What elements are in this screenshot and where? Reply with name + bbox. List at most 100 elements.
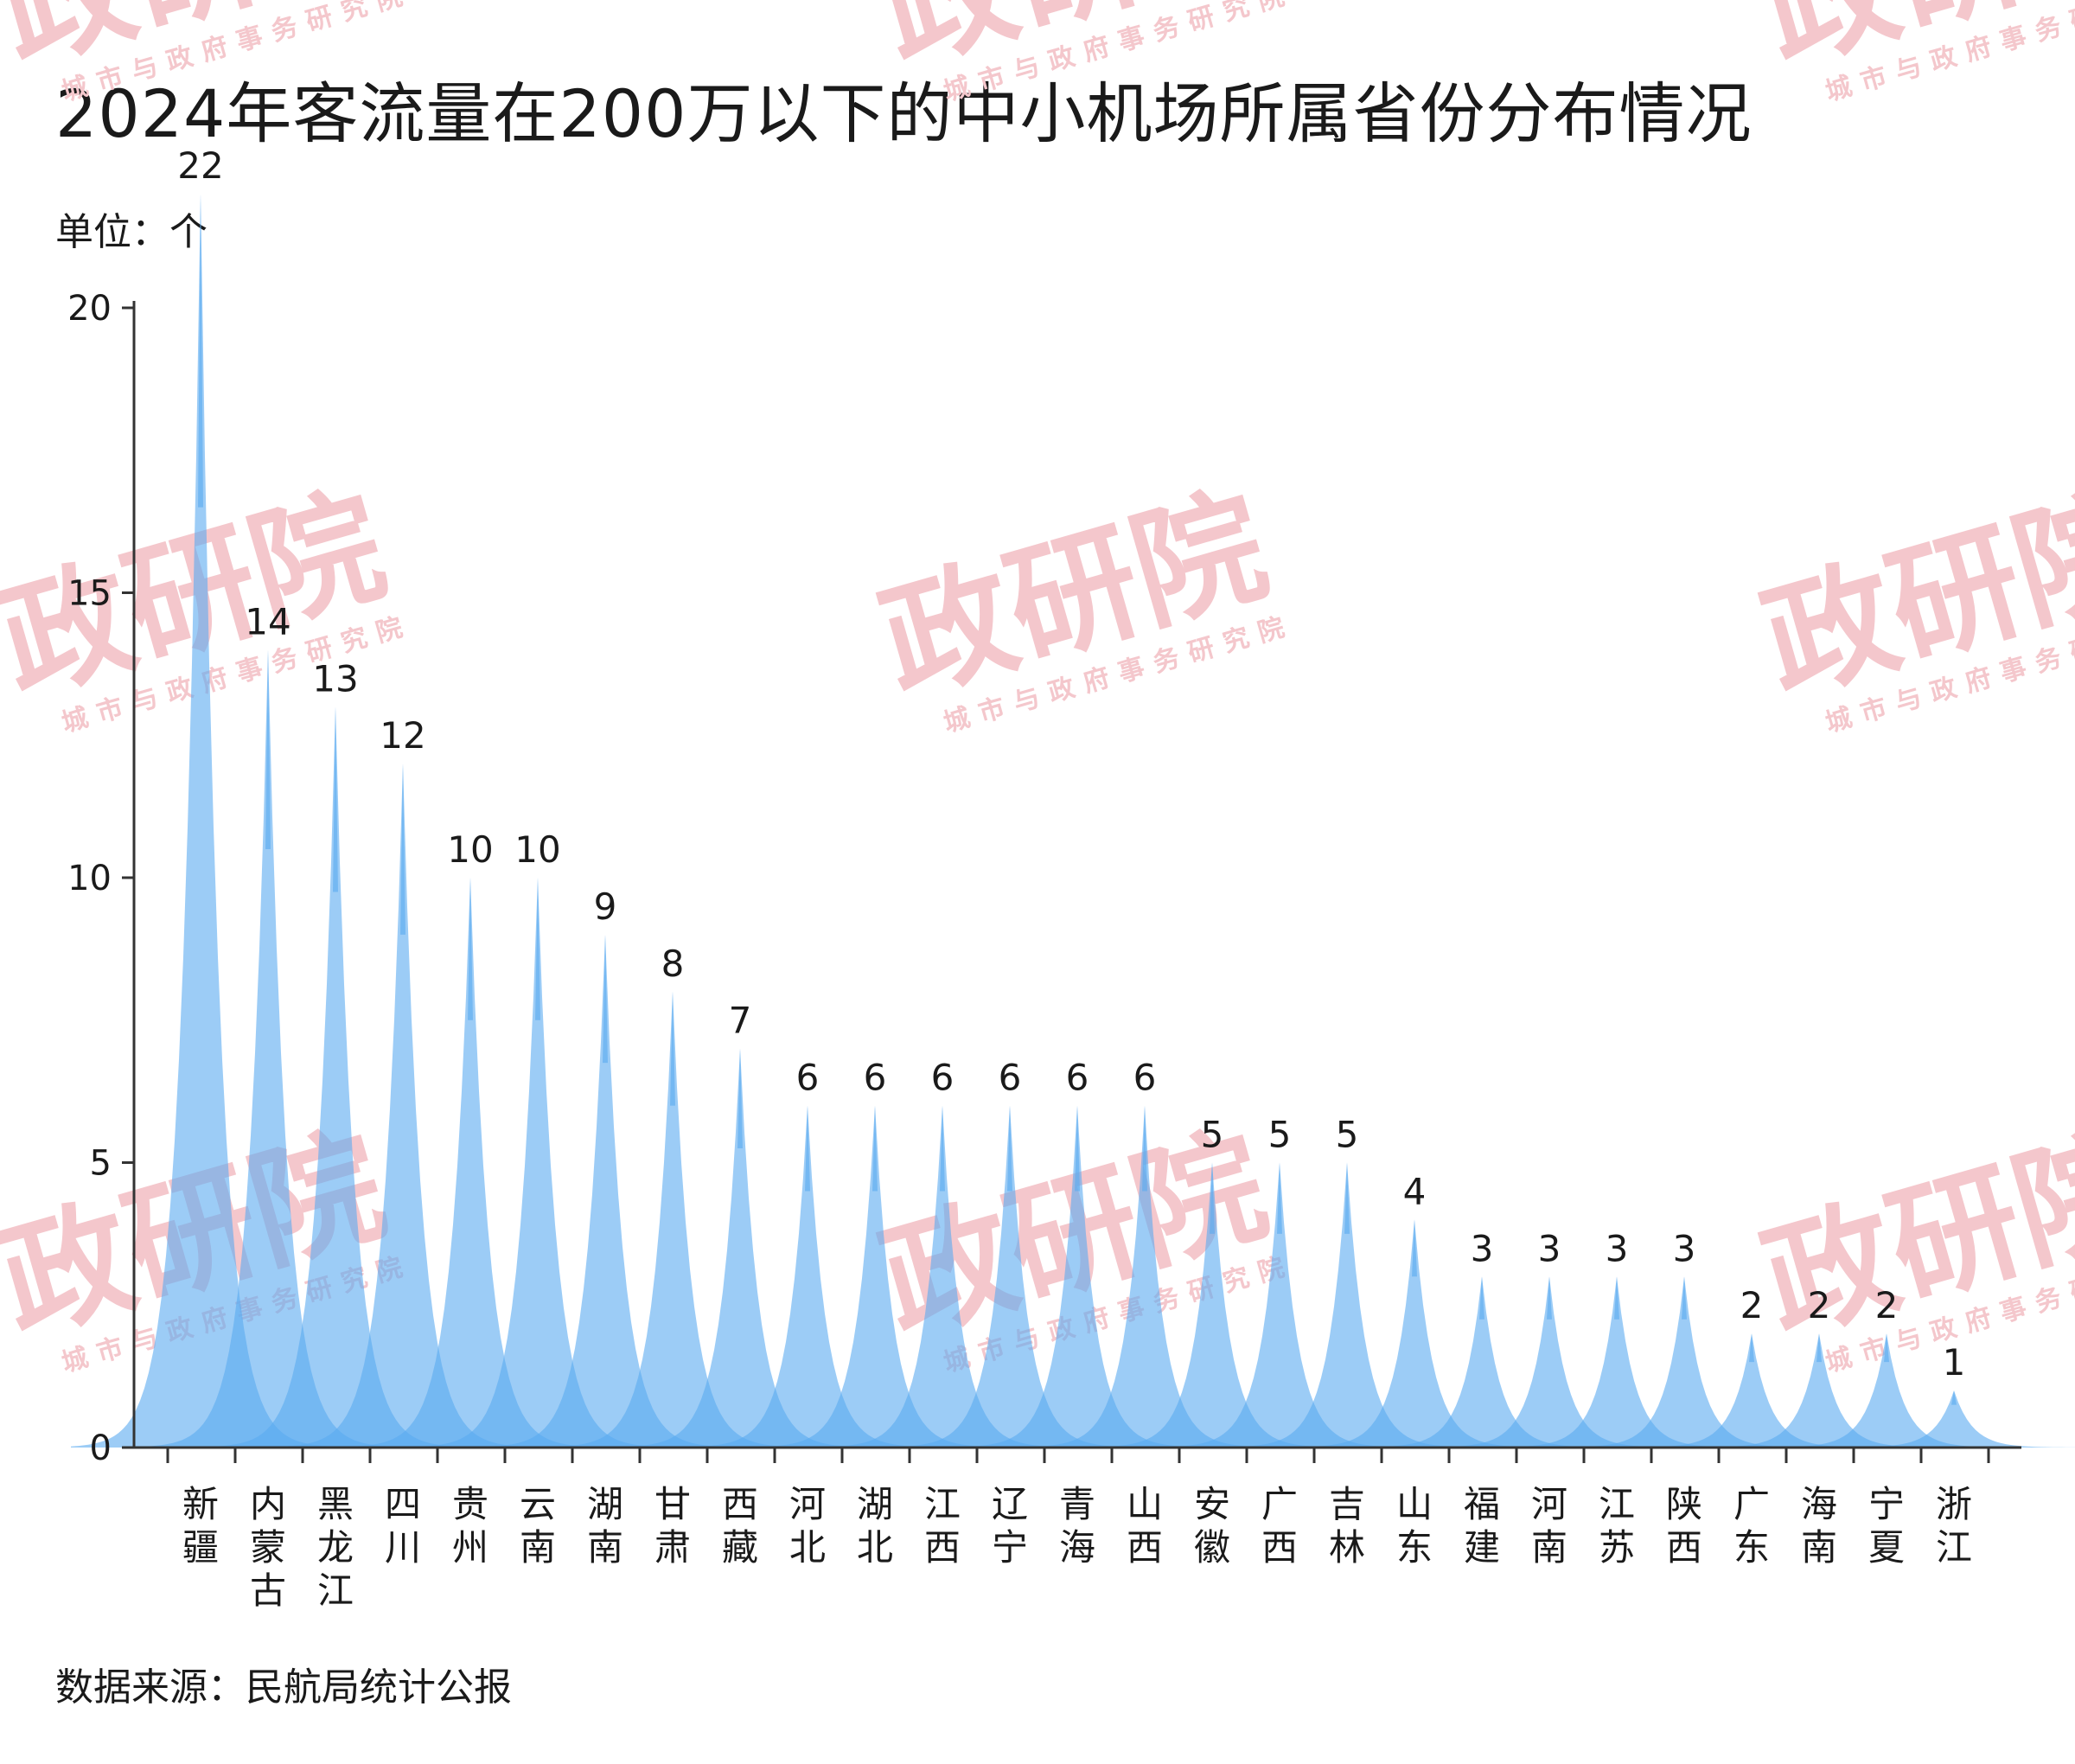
data-label: 3 <box>1673 1227 1696 1269</box>
x-tick-label-char: 河 <box>1531 1483 1567 1525</box>
y-tick-label: 15 <box>67 574 112 614</box>
x-tick-label-char: 建 <box>1464 1526 1500 1569</box>
x-tick-label-char: 海 <box>1059 1526 1095 1569</box>
data-label: 12 <box>380 714 425 757</box>
x-tick-label-char: 南 <box>587 1526 623 1569</box>
x-tick-label-char: 吉 <box>1329 1483 1365 1525</box>
peak-tip <box>1210 1162 1215 1234</box>
x-tick-label-char: 江 <box>924 1483 961 1525</box>
x-tick-label: 甘肃 <box>654 1483 691 1569</box>
peak-tip <box>872 1105 878 1192</box>
x-tick-label: 河南 <box>1531 1483 1567 1569</box>
x-tick-label: 江西 <box>924 1483 961 1569</box>
x-tick-label-char: 南 <box>1531 1526 1567 1569</box>
data-label: 7 <box>729 1000 752 1042</box>
peak-area <box>206 706 465 1448</box>
peak-tip <box>1007 1105 1012 1192</box>
x-tick-label: 安徽 <box>1194 1483 1230 1569</box>
peak-tip <box>1682 1276 1687 1320</box>
peak-tip <box>670 991 675 1106</box>
x-tick-label-char: 湖 <box>857 1483 893 1525</box>
x-tick-label-char: 东 <box>1733 1526 1770 1569</box>
x-tick-label: 青海 <box>1059 1483 1095 1569</box>
x-tick-label: 陕西 <box>1666 1483 1702 1569</box>
x-tick-label-char: 山 <box>1127 1483 1163 1525</box>
peak-tip <box>468 878 473 1020</box>
peak-area <box>1082 1162 1342 1448</box>
peak-tip <box>1344 1162 1350 1234</box>
data-label: 5 <box>1201 1114 1224 1156</box>
x-tick-label: 吉林 <box>1329 1483 1365 1569</box>
x-tick-label-char: 贵 <box>452 1483 488 1525</box>
x-tick-label-char: 西 <box>1261 1526 1298 1569</box>
x-tick-label-char: 内 <box>250 1483 286 1525</box>
data-label: 5 <box>1268 1114 1292 1156</box>
x-tick-label: 广东 <box>1733 1483 1770 1569</box>
source-note: 数据来源：民航局统计公报 <box>55 1665 512 1710</box>
x-tick-label: 宁夏 <box>1868 1483 1905 1569</box>
x-tick-label-char: 龙 <box>317 1526 354 1569</box>
peak-area <box>948 1105 1207 1448</box>
y-tick-label: 5 <box>90 1144 112 1184</box>
peak-tip <box>265 649 271 850</box>
x-tick-label-char: 云 <box>520 1483 556 1525</box>
peak-tip <box>1884 1333 1889 1363</box>
peak-area <box>813 1105 1072 1448</box>
peak-area <box>880 1105 1140 1448</box>
x-tick-label-char: 辽 <box>992 1483 1028 1525</box>
x-tick-label: 福建 <box>1464 1483 1500 1569</box>
x-tick-label-char: 北 <box>789 1526 826 1569</box>
peak-tip <box>1142 1105 1147 1192</box>
x-tick-label-char: 湖 <box>587 1483 623 1525</box>
peak-area <box>1420 1276 1679 1448</box>
unit-label: 单位：个 <box>55 210 208 254</box>
peak-tip <box>1749 1333 1754 1363</box>
peak-tip <box>603 934 608 1064</box>
peak-area <box>745 1105 1005 1448</box>
watermark-layer: 政研院城市与政府事务研究院政研院城市与政府事务研究院政研院城市与政府事务研究院政… <box>0 0 2075 1378</box>
peak-area <box>1487 1276 1746 1448</box>
x-tick-label-char: 安 <box>1194 1483 1230 1525</box>
peak-tip <box>535 878 540 1020</box>
data-label: 4 <box>1403 1170 1427 1212</box>
data-label: 10 <box>514 828 560 871</box>
peak-tip <box>1479 1276 1484 1320</box>
peak-tip <box>1951 1390 1957 1405</box>
x-tick-label: 黑龙江 <box>317 1483 354 1612</box>
peak-area <box>71 194 330 1448</box>
x-tick-label-char: 古 <box>250 1569 286 1612</box>
data-label: 6 <box>796 1057 820 1099</box>
peak-tip <box>1075 1105 1080 1192</box>
chart-title: 2024年客流量在200万以下的中小机场所属省份分布情况 <box>55 75 1753 152</box>
x-tick-label-char: 川 <box>385 1526 421 1569</box>
data-label: 22 <box>177 144 223 187</box>
x-tick-label: 贵州 <box>452 1483 488 1569</box>
peak-area <box>543 991 802 1448</box>
x-tick-label: 广西 <box>1261 1483 1298 1569</box>
peak-area <box>1352 1276 1612 1448</box>
x-tick-label-char: 林 <box>1329 1526 1365 1569</box>
x-tick-label-char: 肃 <box>654 1526 691 1569</box>
x-tick-label-char: 蒙 <box>250 1526 286 1569</box>
x-tick-label-char: 西 <box>1127 1526 1163 1569</box>
x-tick-label-char: 东 <box>1396 1526 1433 1569</box>
x-tick-label-char: 藏 <box>722 1526 758 1569</box>
x-tick-label-char: 青 <box>1059 1483 1095 1525</box>
x-tick-label-char: 徽 <box>1194 1526 1230 1569</box>
x-tick-label: 内蒙古 <box>250 1483 286 1612</box>
x-tick-label-char: 州 <box>452 1526 488 1569</box>
x-tick-label-char: 夏 <box>1868 1526 1905 1569</box>
x-tick-label: 江苏 <box>1599 1483 1635 1569</box>
x-tick-label-char: 福 <box>1464 1483 1500 1525</box>
x-tick-label: 湖北 <box>857 1483 893 1569</box>
data-label: 10 <box>447 828 493 871</box>
y-tick-label: 10 <box>67 859 112 898</box>
peak-area <box>1824 1390 2075 1448</box>
x-tick-label-char: 苏 <box>1599 1526 1635 1569</box>
x-tick-label-char: 宁 <box>992 1526 1028 1569</box>
